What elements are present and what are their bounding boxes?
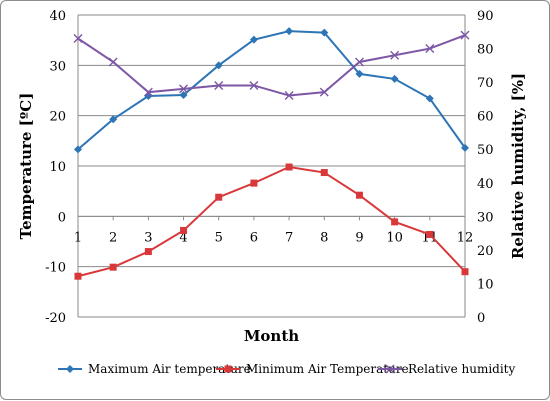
- legend-item: Relative humidity: [378, 362, 516, 376]
- x-tick-label: 4: [179, 230, 187, 245]
- y-tick-label: 30: [49, 59, 66, 74]
- y2-tick-label: 10: [477, 277, 494, 292]
- x-tick-label: 10: [386, 230, 403, 245]
- data-point: [320, 169, 328, 177]
- data-point: [285, 27, 294, 36]
- legend-marker: [66, 365, 74, 373]
- data-point: [425, 94, 434, 103]
- data-point: [391, 218, 399, 226]
- y-tick-label: 0: [58, 210, 66, 225]
- x-tick-label: 2: [109, 230, 117, 245]
- data-point: [179, 91, 188, 100]
- y-tick-label: -20: [45, 311, 66, 326]
- y-tick-label: 10: [49, 160, 66, 175]
- data-point: [461, 268, 469, 276]
- data-point: [215, 193, 223, 201]
- y2-tick-label: 90: [477, 9, 494, 24]
- data-point: [250, 179, 258, 187]
- data-point: [461, 143, 469, 152]
- y-tick-label: -10: [45, 261, 66, 276]
- data-point: [109, 115, 118, 124]
- y-tick-label: 40: [49, 9, 66, 24]
- legend-marker: [224, 365, 232, 373]
- y-axis-title: Temperature [ºC]: [17, 93, 35, 240]
- x-tick-label: 9: [355, 230, 363, 245]
- y2-tick-label: 70: [477, 76, 494, 91]
- x-tick-label: 8: [320, 230, 328, 245]
- x-tick-label: 12: [457, 230, 474, 245]
- legend-label: Relative humidity: [408, 362, 516, 376]
- data-point: [214, 80, 224, 90]
- series-line: [77, 165, 466, 278]
- data-point: [249, 80, 259, 90]
- y2-tick-label: 50: [477, 143, 494, 158]
- legend-label: Minimum Air Temperature: [246, 362, 409, 376]
- y2-tick-label: 40: [477, 177, 494, 192]
- y-tick-label: 20: [49, 110, 66, 125]
- x-tick-label: 6: [250, 230, 258, 245]
- x-tick-label: 1: [74, 230, 82, 245]
- series-1: [74, 163, 469, 280]
- data-point: [109, 263, 117, 271]
- data-point: [144, 248, 152, 256]
- data-point: [285, 163, 293, 171]
- series-line: [77, 30, 466, 151]
- series-2: [73, 30, 470, 101]
- data-point: [249, 35, 258, 44]
- x-axis-title: Month: [244, 327, 299, 345]
- data-point: [108, 57, 118, 67]
- legend-label: Maximum Air temperature: [88, 362, 251, 376]
- data-point: [425, 44, 435, 54]
- series: [73, 27, 470, 280]
- data-point: [320, 28, 329, 37]
- data-point: [74, 272, 82, 280]
- y2-tick-label: 30: [477, 210, 494, 225]
- data-point: [74, 145, 82, 154]
- data-point: [179, 84, 189, 94]
- data-point: [180, 226, 188, 234]
- x-tick-label: 5: [215, 230, 223, 245]
- legend-item: Minimum Air Temperature: [216, 362, 409, 376]
- data-point: [390, 74, 399, 83]
- series-line: [77, 34, 466, 97]
- data-point: [390, 50, 400, 60]
- y2-tick-label: 60: [477, 110, 494, 125]
- y2-tick-label: 80: [477, 43, 494, 58]
- data-point: [460, 30, 470, 40]
- data-point: [354, 57, 364, 67]
- y2-axis-title: Relative humidity, [%]: [509, 73, 527, 259]
- data-point: [355, 69, 364, 78]
- data-point: [355, 191, 363, 199]
- y2-tick-label: 20: [477, 244, 494, 259]
- data-point: [319, 87, 329, 97]
- data-point: [284, 91, 294, 101]
- legend-marker: [385, 364, 395, 374]
- x-tick-label: 3: [144, 230, 152, 245]
- legend-item: Maximum Air temperature: [58, 362, 251, 376]
- grid-lines: [78, 14, 465, 318]
- data-point: [426, 230, 434, 238]
- data-point: [73, 33, 83, 43]
- y2-tick-label: 0: [477, 311, 485, 326]
- data-point: [214, 61, 223, 70]
- data-point: [143, 87, 153, 97]
- x-tick-label: 7: [285, 230, 293, 245]
